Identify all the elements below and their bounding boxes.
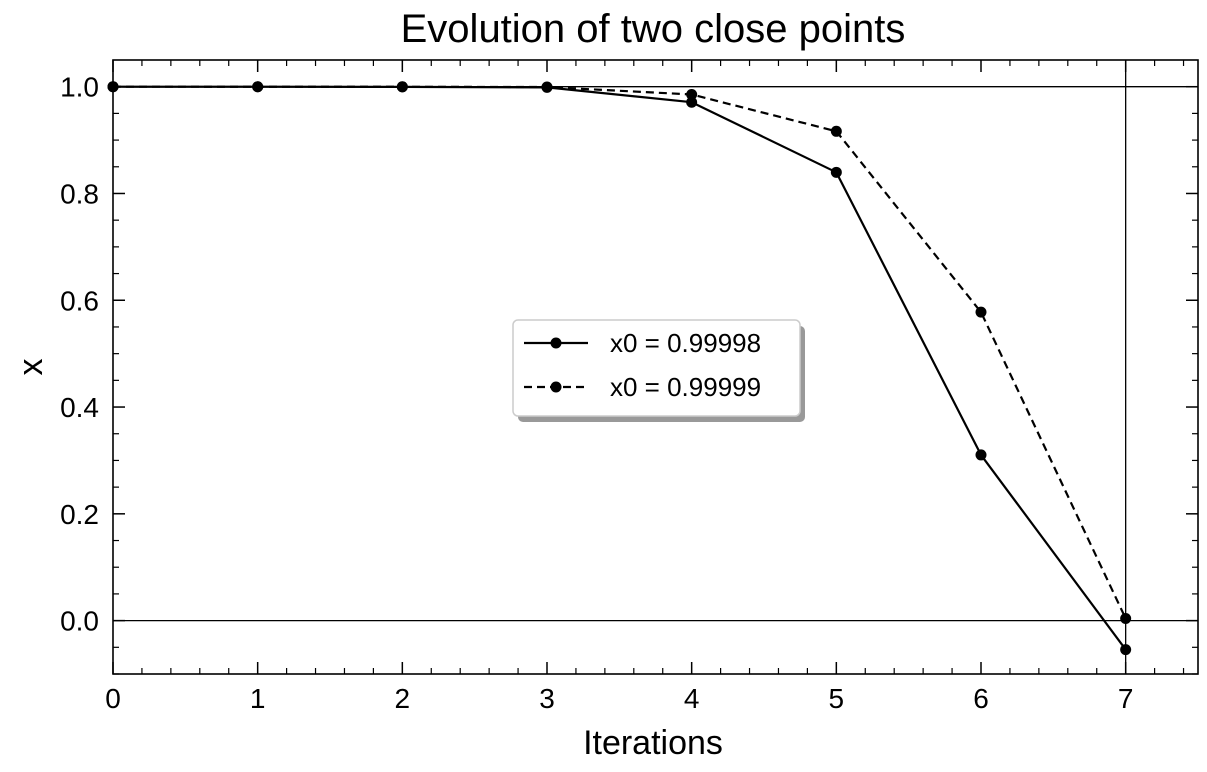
data-point <box>541 81 553 93</box>
x-tick-label: 3 <box>539 683 555 714</box>
y-tick-label: 0.0 <box>60 606 99 637</box>
x-tick-label: 2 <box>395 683 411 714</box>
data-point <box>252 81 264 93</box>
data-point <box>396 81 408 93</box>
legend-label: x0 = 0.99998 <box>610 328 761 358</box>
legend-swatch-marker <box>550 337 562 349</box>
series-line-0 <box>112 85 1127 651</box>
legend-label: x0 = 0.99999 <box>610 372 761 402</box>
y-tick-label: 0.6 <box>60 285 99 316</box>
data-point <box>830 166 842 178</box>
x-tick-label: 0 <box>105 683 121 714</box>
data-point <box>975 449 987 461</box>
plot-area <box>107 59 1199 675</box>
x-tick-label: 1 <box>250 683 266 714</box>
chart-title: Evolution of two close points <box>401 7 906 51</box>
data-point <box>830 125 842 137</box>
x-tick-label: 7 <box>1118 683 1134 714</box>
y-tick-label: 1.0 <box>60 72 99 103</box>
x-axis-label: Iterations <box>583 724 723 762</box>
y-tick-labels: 0.0 0.2 0.4 0.6 0.8 1.0 <box>60 72 99 637</box>
series-layer <box>107 81 1132 656</box>
data-point <box>686 88 698 100</box>
x-tick-labels: 0 1 2 3 4 5 6 7 <box>105 683 1133 714</box>
legend-items: x0 = 0.99998 x0 = 0.99999 <box>524 328 761 402</box>
data-point <box>1120 644 1132 656</box>
data-point <box>686 96 698 108</box>
x-tick-label: 4 <box>684 683 700 714</box>
legend-item-0: x0 = 0.99998 <box>524 328 761 358</box>
y-tick-label: 0.8 <box>60 178 99 209</box>
x-tick-label: 5 <box>829 683 845 714</box>
data-point <box>107 81 119 93</box>
legend-item-1: x0 = 0.99999 <box>524 372 761 402</box>
axis-ticks <box>112 60 1198 675</box>
data-point <box>1120 613 1132 625</box>
legend: x0 = 0.99998 x0 = 0.99999 <box>512 319 805 422</box>
plot-frame <box>112 59 1199 675</box>
legend-swatch-marker <box>550 381 562 393</box>
x-tick-label: 6 <box>973 683 989 714</box>
y-tick-label: 0.2 <box>60 499 99 530</box>
y-axis-label: x <box>12 359 50 376</box>
y-tick-label: 0.4 <box>60 392 99 423</box>
data-point <box>975 306 987 318</box>
series-1 <box>107 81 1132 625</box>
